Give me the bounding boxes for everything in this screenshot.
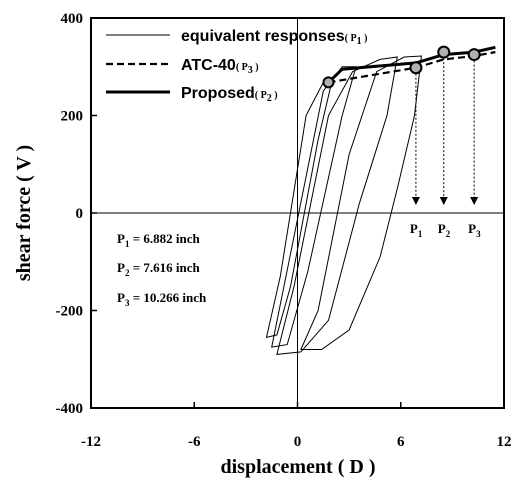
legend-entry-label: Proposed( P2 ) [181,85,278,104]
y-tick-label: -400 [56,401,84,417]
legend-entry-sub: ( P [236,62,248,73]
apex-point [322,76,335,89]
y-tick-label: 0 [76,206,84,222]
legend-entry-sub-close: ) [272,90,278,101]
legend-entry-sub-close: ) [362,33,368,44]
marker-point [437,45,451,59]
marker-label-sub: 1 [418,229,423,239]
series-line-dashed [328,51,496,84]
x-tick-label: 0 [294,434,302,450]
legend-entry-label: equivalent responses( P1 ) [181,28,367,47]
marker-label: P3 [468,221,481,239]
x-axis-label: displacement ( D ) [221,456,376,478]
annotation-sub: 2 [125,268,130,278]
annotation-sub: 3 [125,298,130,308]
annotation-line: P3 = 10.266 inch [117,290,207,308]
y-tick-label: 200 [61,109,84,125]
annotation-line: P2 = 7.616 inch [117,260,200,278]
annotation-value: = 10.266 inch [129,290,207,305]
legend-entry-label: ATC-40( P3 ) [181,57,259,76]
y-tick-label: -200 [56,304,84,320]
legend-entry-sub-index: 1 [357,36,362,47]
marker-point [467,48,481,62]
x-tick-label: 6 [397,434,405,450]
marker-label: P1 [410,221,423,239]
marker-point [409,61,423,75]
marker-label: P2 [438,221,451,239]
y-axis-label: shear force ( V ) [13,145,35,281]
x-tick-label: -6 [188,434,201,450]
legend-entry-sub-index: 2 [267,93,272,104]
annotation-value: = 7.616 inch [129,260,200,275]
legend-entry-sub: ( P [345,33,357,44]
marker-label-sub: 2 [446,229,451,239]
plot-frame [90,17,505,409]
legend-entry-sub-index: 3 [248,65,253,76]
y-tick-label: 400 [61,11,84,27]
x-tick-label: -12 [81,434,101,450]
annotation-line: P1 = 6.882 inch [117,231,200,249]
marker-label-sub: 3 [476,229,481,239]
x-tick-label: 12 [497,434,512,450]
legend-entry-sub-close: ) [253,62,259,73]
annotation-value: = 6.882 inch [129,231,200,246]
hysteresis-loop-3 [276,56,398,355]
hysteresis-loop-4 [300,55,422,350]
legend: equivalent responses( P1 ) ATC-40( P3 ) Pr… [106,28,367,104]
legend-entry-sub: ( P [255,90,267,101]
annotation-box: P1 = 6.882 inch P2 = 7.616 inch P3 = 10.26… [117,231,207,308]
annotation-sub: 1 [125,239,130,249]
hysteresis-loop-2 [271,66,357,348]
